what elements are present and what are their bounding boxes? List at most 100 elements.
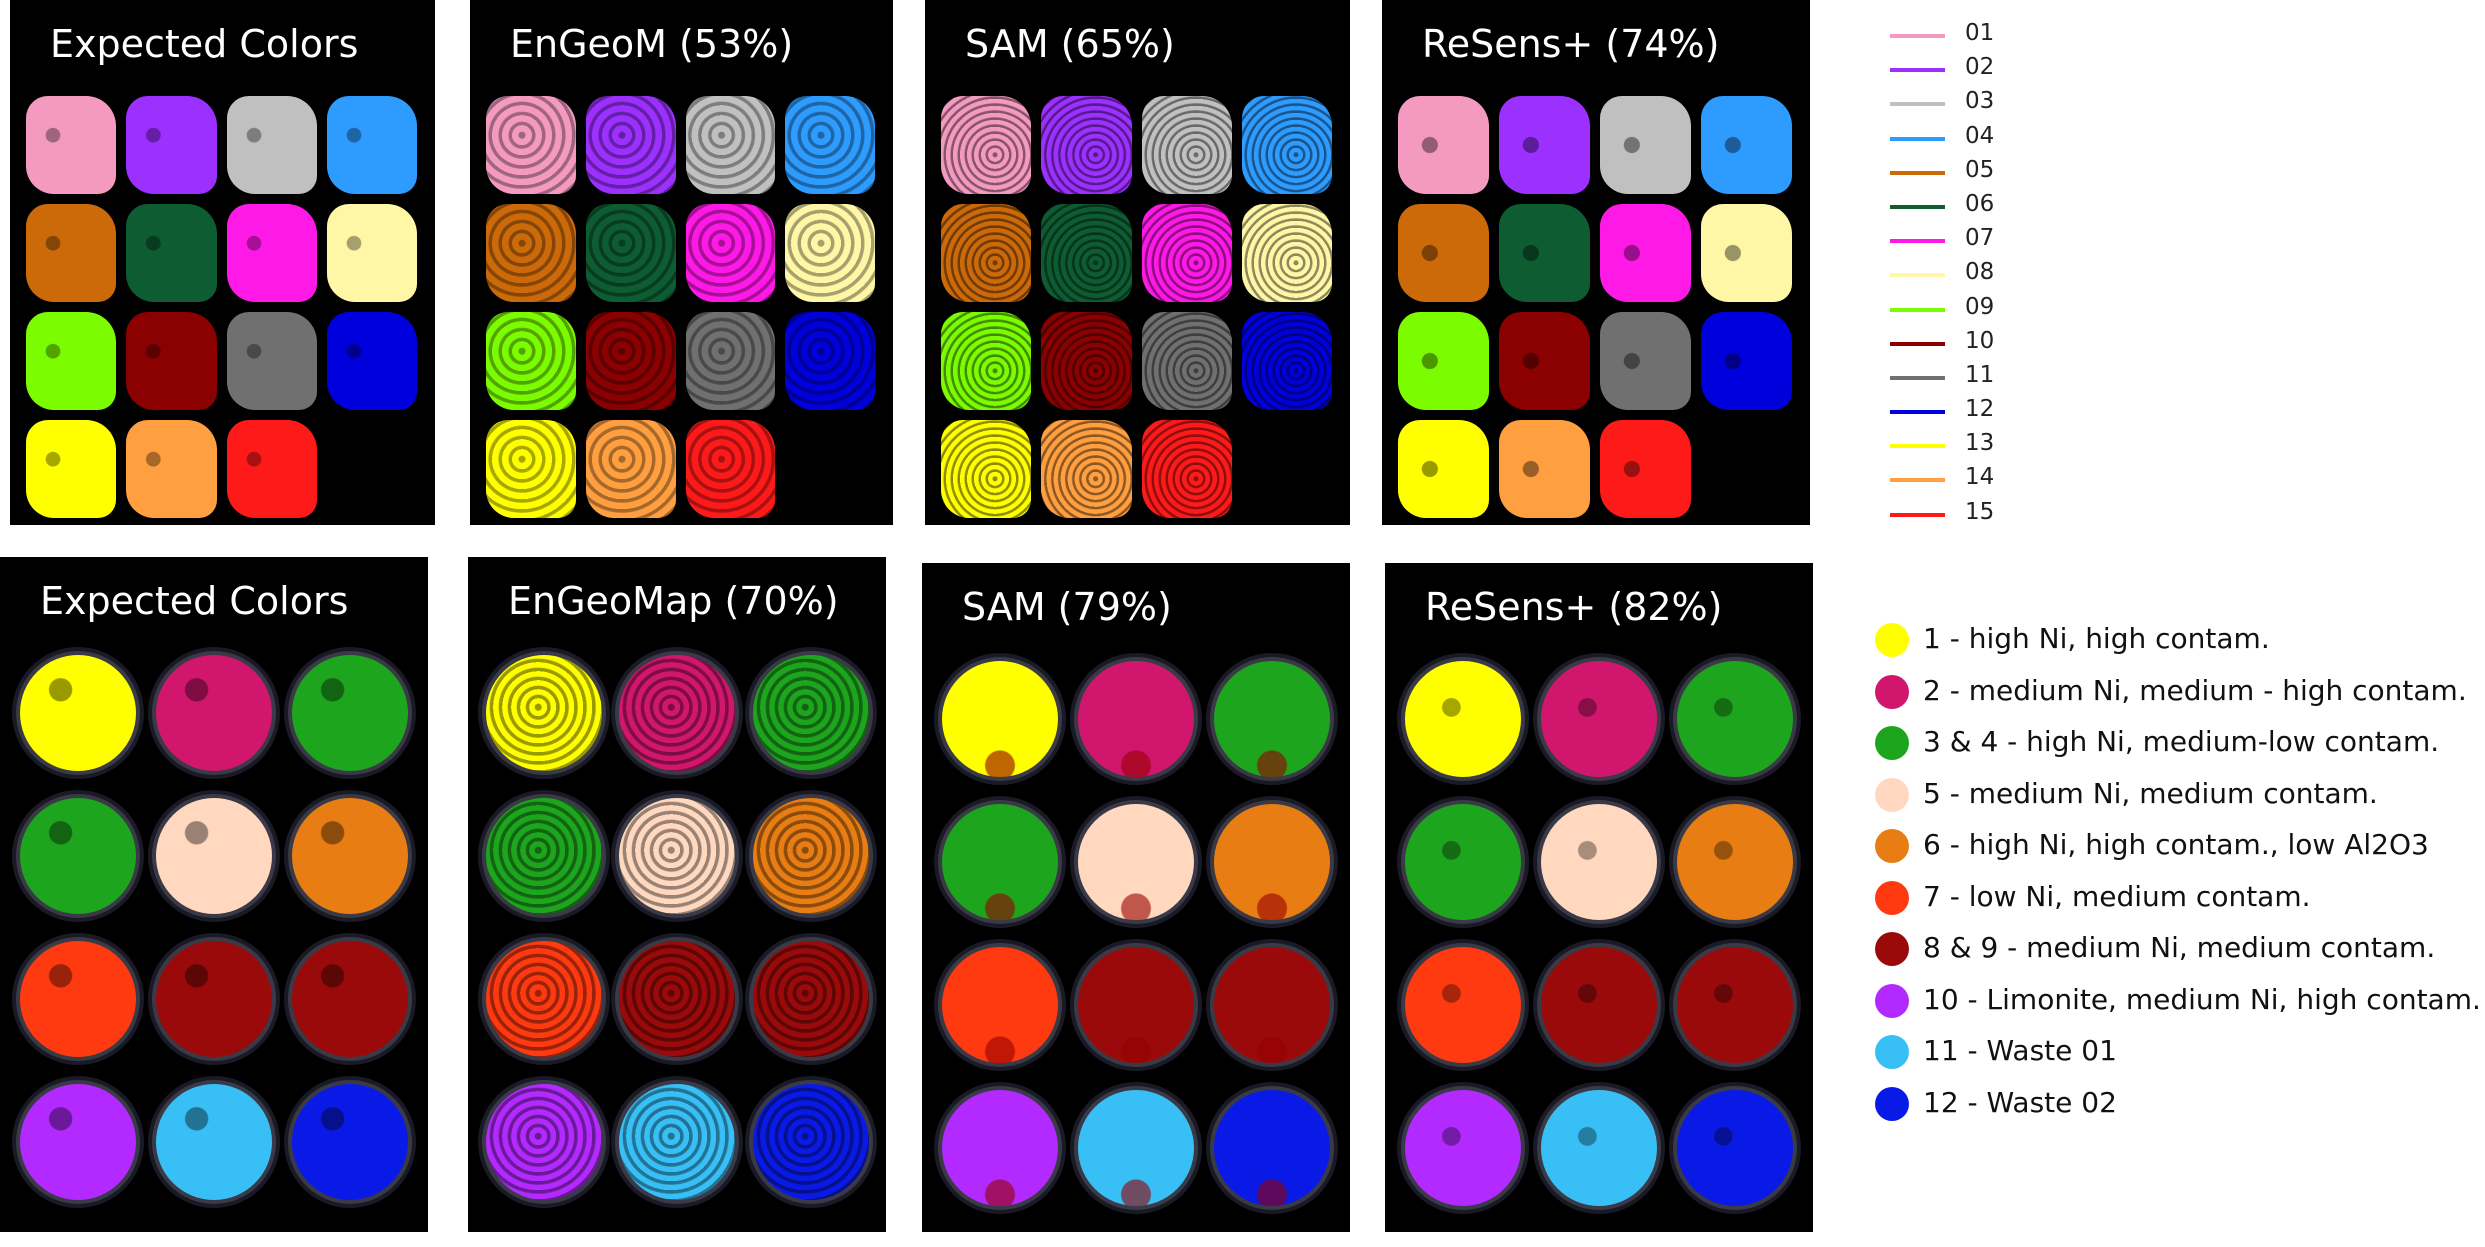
petri-dish (292, 941, 408, 1057)
petri-dish (20, 655, 136, 771)
legend-label: 2 - medium Ni, medium - high contam. (1923, 673, 2467, 707)
legend-label: 08 (1965, 259, 1995, 286)
petri-dish (619, 798, 735, 914)
sample-blob (1141, 96, 1232, 194)
petri-dish (1078, 1090, 1194, 1206)
sample-blob (585, 204, 676, 302)
petri-dish (942, 661, 1058, 777)
legend-swatch-line (1890, 68, 1945, 73)
petri-dish (1214, 661, 1330, 777)
legend-label: 3 & 4 - high Ni, medium-low contam. (1923, 725, 2440, 758)
sample-blob (1241, 204, 1332, 302)
sample-blob (26, 204, 117, 302)
dish-grid (0, 557, 428, 1232)
petri-dish (942, 947, 1058, 1063)
legend-swatch-dot (1875, 726, 1909, 760)
dish-grid (468, 557, 886, 1232)
sample-blob (126, 312, 217, 410)
legend-swatch-line (1890, 273, 1945, 278)
sample-blob (26, 96, 117, 194)
sample-blob (1600, 204, 1691, 302)
sample-blob (1398, 96, 1489, 194)
legend-label: 13 (1965, 430, 1995, 457)
legend-label: 5 - medium Ni, medium contam. (1923, 776, 2378, 810)
petri-dish (485, 1084, 602, 1200)
legend-label: 07 (1965, 225, 1995, 252)
petri-dish (1677, 1090, 1793, 1206)
petri-dish (752, 655, 869, 771)
sample-grid (1382, 0, 1810, 525)
sample-blob (685, 96, 776, 194)
sample-blob (685, 312, 776, 410)
sample-blob (326, 312, 417, 410)
legend-label: 15 (1965, 498, 1995, 525)
sample-blob (1241, 96, 1332, 194)
sample-blob (785, 312, 875, 410)
petri-dish (292, 655, 408, 771)
legend-swatch-line (1890, 136, 1945, 141)
sample-blob (486, 312, 576, 410)
legend-swatch-line (1890, 204, 1945, 209)
legend-label: 03 (1965, 88, 1995, 115)
sample-blob (26, 420, 117, 518)
sample-blob (1499, 312, 1590, 410)
legend-swatch-dot (1875, 1086, 1909, 1121)
legend-swatch-line (1890, 512, 1945, 517)
panel-title: ReSens+ (74%) (1422, 22, 1720, 66)
legend-label: 7 - low Ni, medium contam. (1923, 879, 2311, 913)
petri-dish (485, 655, 602, 771)
petri-dish (1214, 804, 1330, 920)
petri-dish (156, 1084, 272, 1200)
legend-label: 10 - Limonite, medium Ni, high contam. (1923, 982, 2481, 1016)
sample-blob (941, 420, 1032, 518)
petri-dish (1541, 804, 1657, 920)
panel-title: SAM (79%) (962, 585, 1172, 629)
legend-swatch-line (1890, 102, 1945, 107)
petri-dish (1214, 1090, 1330, 1206)
legend-swatch-dot (1875, 623, 1909, 657)
sample-blob (685, 420, 776, 518)
panel-title: ReSens+ (82%) (1425, 585, 1723, 629)
petri-dish (1078, 804, 1194, 920)
legend-label: 8 & 9 - medium Ni, medium contam. (1923, 931, 2436, 964)
sample-blob (226, 420, 317, 518)
sample-blob (585, 312, 676, 410)
legend-label: 6 - high Ni, high contam., low Al2O3 (1923, 828, 2429, 861)
petri-dish (485, 941, 602, 1057)
sample-grid (470, 0, 893, 525)
legend-swatch-line (1890, 341, 1945, 346)
dish-grid (922, 563, 1350, 1232)
legend-swatch-dot (1875, 777, 1909, 812)
petri-dish (619, 1084, 735, 1200)
sample-blob (1701, 96, 1792, 194)
petri-dish (1541, 1090, 1657, 1206)
sample-blob (226, 312, 317, 410)
legend-swatch-line (1890, 375, 1945, 380)
dish-grid (1385, 563, 1813, 1232)
sample-blob (226, 96, 317, 194)
legend-swatch-dot (1875, 880, 1909, 915)
top-panel-sam: SAM (65%) (925, 0, 1350, 525)
sample-blob (1141, 312, 1232, 410)
panel-title: SAM (65%) (965, 22, 1175, 66)
legend-swatch-line (1890, 307, 1945, 312)
legend-label: 1 - high Ni, high contam. (1923, 622, 2270, 655)
legend-label: 10 (1965, 327, 1995, 354)
legend-label: 02 (1965, 54, 1995, 81)
sample-blob (585, 420, 676, 518)
legend-label: 06 (1965, 190, 1995, 217)
sample-blob (126, 96, 217, 194)
petri-dish (942, 804, 1058, 920)
petri-dish (1078, 947, 1194, 1063)
panel-title: EnGeoM (53%) (510, 22, 794, 66)
petri-dish (1405, 1090, 1521, 1206)
panel-title: EnGeoMap (70%) (508, 579, 839, 623)
bottom-panel-sam: SAM (79%) (922, 563, 1350, 1232)
legend-label: 12 - Waste 02 (1923, 1085, 2117, 1119)
legend-label: 14 (1965, 464, 1995, 491)
petri-dish (1677, 947, 1793, 1063)
sample-blob (226, 204, 317, 302)
sample-blob (1499, 96, 1590, 194)
petri-dish (156, 798, 272, 914)
petri-dish (156, 655, 272, 771)
